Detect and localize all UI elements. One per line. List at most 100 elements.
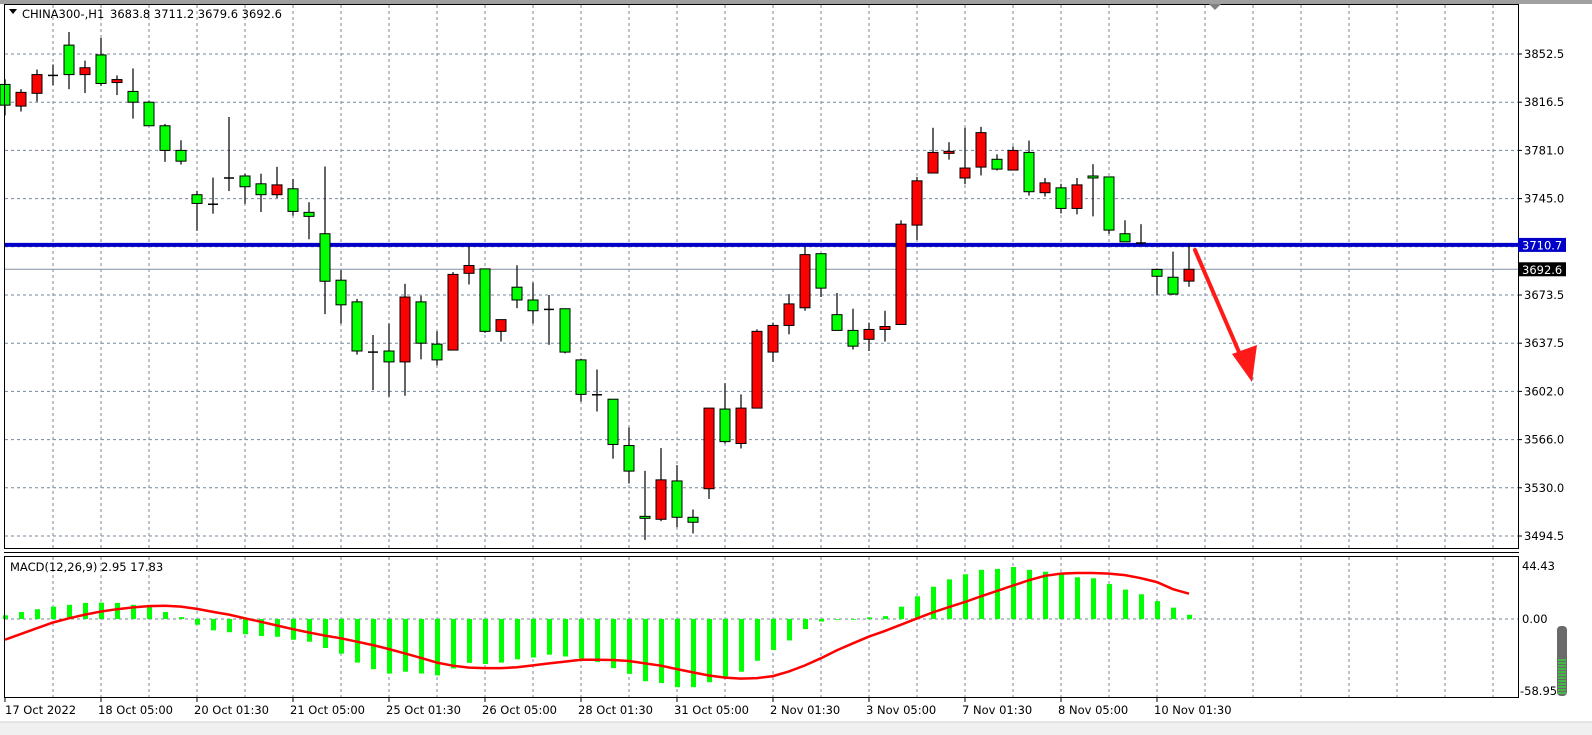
candle <box>799 246 811 311</box>
macd-histogram-bar <box>1155 601 1160 619</box>
candle <box>847 308 859 350</box>
time-tick-label: 25 Oct 01:30 <box>386 703 461 717</box>
candle <box>1136 224 1146 245</box>
macd-axis-bottom: -58.95 <box>1520 684 1557 698</box>
macd-histogram-bar <box>691 619 696 688</box>
macd-histogram-bar <box>627 619 632 674</box>
candle-body <box>127 90 139 103</box>
macd-histogram-bar <box>643 619 648 682</box>
time-tick-label: 2 Nov 01:30 <box>770 703 840 717</box>
candle <box>655 448 667 522</box>
candle-body <box>879 326 891 330</box>
macd-histogram-bar <box>963 574 968 619</box>
price-tick-label: 3781.0 <box>1524 143 1564 157</box>
symbol-label: CHINA300-,H1 <box>22 7 104 21</box>
candle <box>143 100 155 127</box>
candle <box>751 329 763 409</box>
macd-histogram-bar <box>771 619 776 650</box>
candle <box>1167 251 1179 295</box>
candle <box>592 369 602 412</box>
candle <box>335 270 347 324</box>
candle-body <box>175 149 187 162</box>
macd-histogram-bar <box>979 569 984 619</box>
macd-histogram-bar <box>323 619 328 648</box>
macd-histogram-bar <box>531 619 536 658</box>
horizontal-line-price-label: 3710.7 <box>1522 238 1562 252</box>
candle-body <box>703 407 715 490</box>
candle-body <box>607 398 619 445</box>
macd-histogram-bar <box>195 619 200 625</box>
candle-body <box>927 151 939 174</box>
candle <box>495 319 507 342</box>
macd-histogram-bar <box>259 619 264 637</box>
candle-body <box>31 74 43 94</box>
candle <box>224 117 234 192</box>
price-tick-label: 3494.5 <box>1524 529 1564 543</box>
macd-histogram-bar <box>947 579 952 619</box>
candle-body <box>1039 182 1051 194</box>
candle-body <box>415 301 427 344</box>
triangle-down-icon[interactable] <box>9 9 17 14</box>
macd-histogram-bar <box>3 615 8 619</box>
candle-body <box>383 350 395 363</box>
candle <box>831 292 843 331</box>
candle <box>895 220 907 325</box>
macd-histogram-bar <box>851 619 856 620</box>
candle-body <box>639 515 651 519</box>
candle <box>879 310 891 342</box>
candle-body <box>959 167 971 179</box>
candle-body <box>767 324 779 353</box>
candle-body <box>95 54 107 84</box>
candle-body <box>511 286 523 301</box>
candle-body <box>431 343 443 361</box>
macd-signal-line <box>4 571 1190 680</box>
candle-body <box>943 150 955 154</box>
macd-histogram-bar <box>1011 567 1016 619</box>
main-chart-frame <box>4 4 1519 549</box>
candle-body <box>111 79 123 84</box>
macd-histogram-bar <box>1139 594 1144 619</box>
candle <box>975 126 987 176</box>
candle-body <box>1119 233 1131 243</box>
candle <box>623 427 635 484</box>
candle-body <box>735 407 747 445</box>
candle <box>479 268 491 333</box>
scale-drag-handle[interactable] <box>1557 626 1567 696</box>
candle <box>927 127 939 174</box>
candle <box>431 331 443 366</box>
macd-histogram-bar <box>35 609 40 619</box>
candle <box>687 509 699 534</box>
candle <box>1023 140 1035 196</box>
candle-body <box>463 265 475 274</box>
macd-histogram-bar <box>403 619 408 672</box>
down-arrow-annotation[interactable] <box>1193 248 1257 382</box>
candle-body <box>655 479 667 520</box>
macd-histogram-bar <box>1123 589 1128 619</box>
candle <box>735 394 747 449</box>
price-tick-label: 3816.5 <box>1524 95 1564 109</box>
macd-histogram-bar <box>1043 571 1048 619</box>
macd-histogram-bar <box>547 619 552 655</box>
candle-body <box>831 314 843 331</box>
candle <box>1183 244 1195 287</box>
price-tick-label: 3852.5 <box>1524 47 1564 61</box>
candle-body <box>575 359 587 395</box>
macd-panel <box>3 567 1192 688</box>
price-tick-label: 3530.0 <box>1524 481 1564 495</box>
candle-body <box>255 183 267 196</box>
chart-shift-marker-icon[interactable] <box>1209 4 1221 10</box>
macd-histogram-bar <box>115 602 120 619</box>
candle-body <box>751 330 763 409</box>
time-axis: 17 Oct 2022 18 Oct 05:00 20 Oct 01:30 21 Oc… <box>4 698 1232 717</box>
candle-body <box>79 67 91 76</box>
candle-body <box>719 408 731 443</box>
price-tick-label: 3673.5 <box>1524 288 1564 302</box>
candle <box>943 142 955 160</box>
time-tick-label: 21 Oct 05:00 <box>290 703 365 717</box>
price-tick-label: 3745.0 <box>1524 192 1564 206</box>
candle <box>191 190 203 231</box>
candle-body <box>63 44 75 76</box>
macd-histogram-bar <box>51 606 56 619</box>
